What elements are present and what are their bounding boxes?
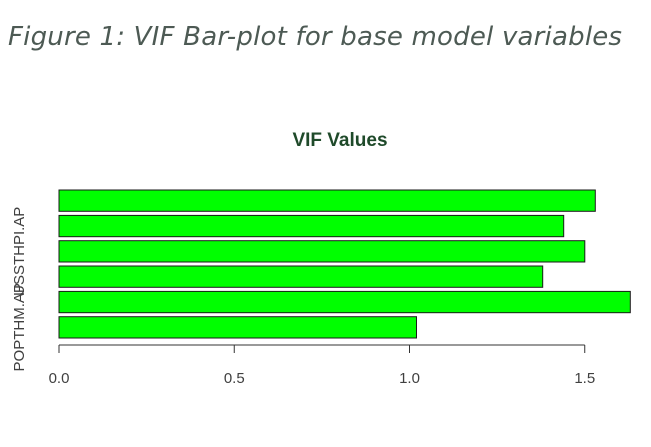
bar-5 [58,189,596,212]
chart-title: VIF Values [292,130,387,151]
x-tick-label: 0.0 [49,370,70,387]
x-tick-label: 0.5 [224,370,245,387]
bars-group [58,189,631,339]
y-category-label: USSTHPI.AP [11,207,28,296]
x-tick-label: 1.5 [574,370,595,387]
y-category-label: POPTHM.AP [11,283,28,371]
figure-caption: Figure 1: VIF Bar-plot for base model va… [8,22,623,52]
bar-0 [58,316,417,339]
x-tick-label: 1.0 [399,370,420,387]
x-axis: 0.0 0.5 1.0 1.5 [49,344,595,387]
bar-2 [58,265,544,288]
bar-1 [58,290,631,314]
bar-3 [58,240,586,263]
bar-4 [58,214,565,238]
